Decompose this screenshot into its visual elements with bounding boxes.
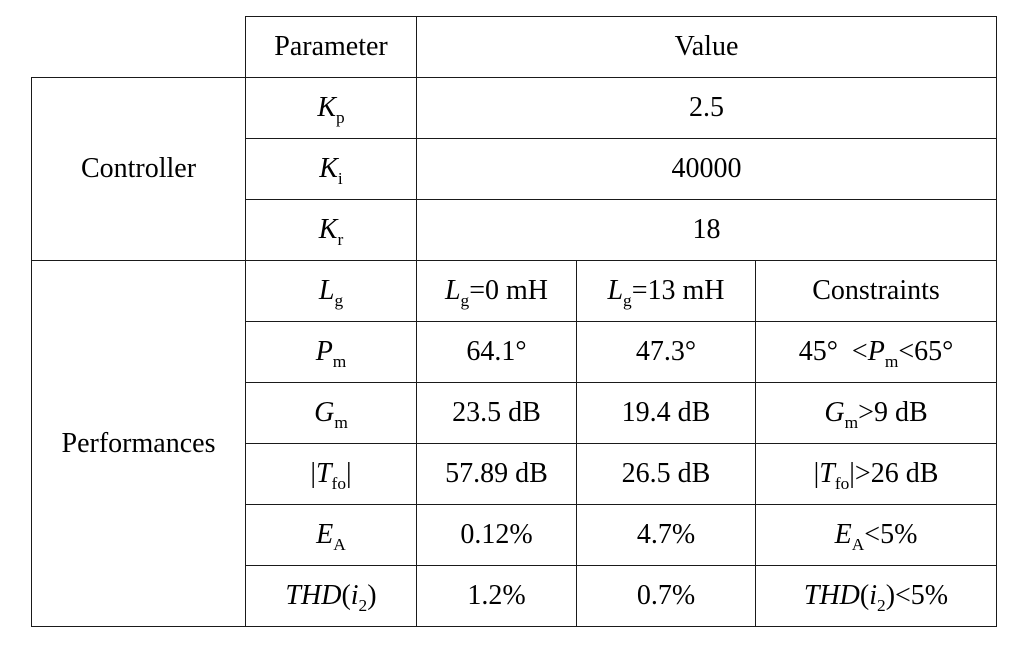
parameter-table: Parameter Value Controller Kp 2.5 Ki 400… <box>31 16 998 627</box>
controller-row-ki: Ki 40000 <box>32 138 998 200</box>
param-pm: Pm <box>245 321 417 383</box>
perf-row-tfo: |Tfo| 57.89 dB 26.5 dB |Tfo|>26 dB <box>32 443 998 505</box>
ea-constraint: EA<5% <box>754 504 998 566</box>
param-tfo: |Tfo| <box>245 443 417 505</box>
tfo-value-0mh: 57.89 dB <box>416 443 577 505</box>
gm-value-13mh: 19.4 dB <box>576 382 756 444</box>
param-lg: Lg <box>245 260 417 322</box>
pm-value-13mh: 47.3° <box>576 321 756 383</box>
lg-symbol: L <box>607 275 624 306</box>
param-thd: THD(i2) <box>245 565 417 627</box>
param-symbol: P <box>315 336 333 367</box>
constraint-symbol: THD <box>803 580 860 611</box>
perf-header-row: Performances Lg Lg=0 mH Lg=13 mH Constra… <box>31 260 998 627</box>
param-subscript: A <box>333 534 346 554</box>
param-subscript: g <box>334 290 344 310</box>
thd-constraint: THD(i2)<5% <box>754 565 998 627</box>
param-subscript: fo <box>331 473 347 493</box>
parameter-header: Parameter <box>245 16 417 78</box>
param-kr: Kr <box>245 199 417 261</box>
param-symbol: T <box>315 458 332 489</box>
lg-13mh-header: Lg=13 mH <box>576 260 756 322</box>
param-subscript: p <box>336 107 345 127</box>
param-subscript: r <box>337 229 344 249</box>
gm-constraint: Gm>9 dB <box>754 382 998 444</box>
constraint-symbol: T <box>819 458 835 489</box>
paren-close: ) <box>367 580 377 611</box>
param-symbol: E <box>316 519 334 550</box>
ea-value-13mh: 4.7% <box>576 504 756 566</box>
lg-value: =0 mH <box>469 275 549 306</box>
paren-open: ( <box>859 580 870 611</box>
param-ea: EA <box>245 504 417 566</box>
perf-row-thd: THD(i2) 1.2% 0.7% THD(i2)<5% <box>32 565 998 627</box>
value-ki: 40000 <box>415 138 998 200</box>
abs-bar-close: | <box>346 458 352 489</box>
param-kp: Kp <box>245 77 417 139</box>
value-header: Value <box>415 16 998 78</box>
lg-subscript: g <box>460 290 470 310</box>
param-ki: Ki <box>245 138 417 200</box>
paren-open: ( <box>341 580 351 611</box>
lg-value: =13 mH <box>631 275 725 306</box>
param-subscript: i <box>337 168 343 188</box>
constraint-subscript: fo <box>834 473 850 493</box>
constraint-subscript: A <box>851 534 865 554</box>
param-subscript: m <box>334 412 348 432</box>
param-symbol: K <box>317 92 336 123</box>
lg-0mh-header: Lg=0 mH <box>416 260 577 322</box>
constraint-prefix: 45° < <box>798 336 868 367</box>
constraint-symbol: G <box>824 397 845 428</box>
param-subscript: m <box>332 351 347 371</box>
lg-symbol: L <box>444 275 461 306</box>
pm-value-0mh: 64.1° <box>416 321 577 383</box>
constraint-suffix: <5% <box>864 519 918 550</box>
tfo-value-13mh: 26.5 dB <box>576 443 756 505</box>
thd-value-0mh: 1.2% <box>416 565 577 627</box>
tfo-constraint: |Tfo|>26 dB <box>754 443 998 505</box>
constraint-suffix: )<5% <box>885 580 949 611</box>
param-symbol: K <box>319 153 338 184</box>
param-inner-subscript: 2 <box>358 595 368 615</box>
perf-row-ea: EA 0.12% 4.7% EA<5% <box>32 504 998 566</box>
controller-row-kp: Controller Kp 2.5 <box>31 77 998 261</box>
param-symbol: L <box>318 275 335 306</box>
constraint-inner-subscript: 2 <box>877 595 886 615</box>
performances-group-label: Performances <box>31 260 246 627</box>
pm-constraint: 45° <Pm<65° <box>754 321 998 383</box>
constraint-subscript: m <box>884 351 899 371</box>
param-symbol: G <box>314 397 335 428</box>
param-symbol: K <box>318 214 338 245</box>
constraint-prefix: | <box>813 458 820 489</box>
value-kr: 18 <box>415 199 998 261</box>
constraint-subscript: m <box>844 412 859 432</box>
param-symbol: THD <box>285 580 342 611</box>
constraint-suffix: |>26 dB <box>849 458 939 489</box>
constraint-inner-symbol: i <box>869 580 877 611</box>
perf-row-gm: Gm 23.5 dB 19.4 dB Gm>9 dB <box>32 382 998 444</box>
lg-subscript: g <box>623 290 632 310</box>
abs-bar-open: | <box>310 458 316 489</box>
thd-value-13mh: 0.7% <box>576 565 756 627</box>
constraint-symbol: P <box>867 336 885 367</box>
gm-value-0mh: 23.5 dB <box>416 382 577 444</box>
param-gm: Gm <box>245 382 417 444</box>
constraint-symbol: E <box>834 519 852 550</box>
blank-corner-cell <box>31 16 246 78</box>
controller-row-kr: Kr 18 <box>32 199 998 261</box>
ea-value-0mh: 0.12% <box>416 504 577 566</box>
constraint-suffix: >9 dB <box>858 397 928 428</box>
controller-group-label: Controller <box>31 77 246 261</box>
param-inner-symbol: i <box>350 580 359 611</box>
constraint-suffix: <65° <box>898 336 954 367</box>
header-row: Parameter Value <box>31 16 998 78</box>
value-kp: 2.5 <box>415 77 998 139</box>
constraints-header: Constraints <box>754 260 998 322</box>
